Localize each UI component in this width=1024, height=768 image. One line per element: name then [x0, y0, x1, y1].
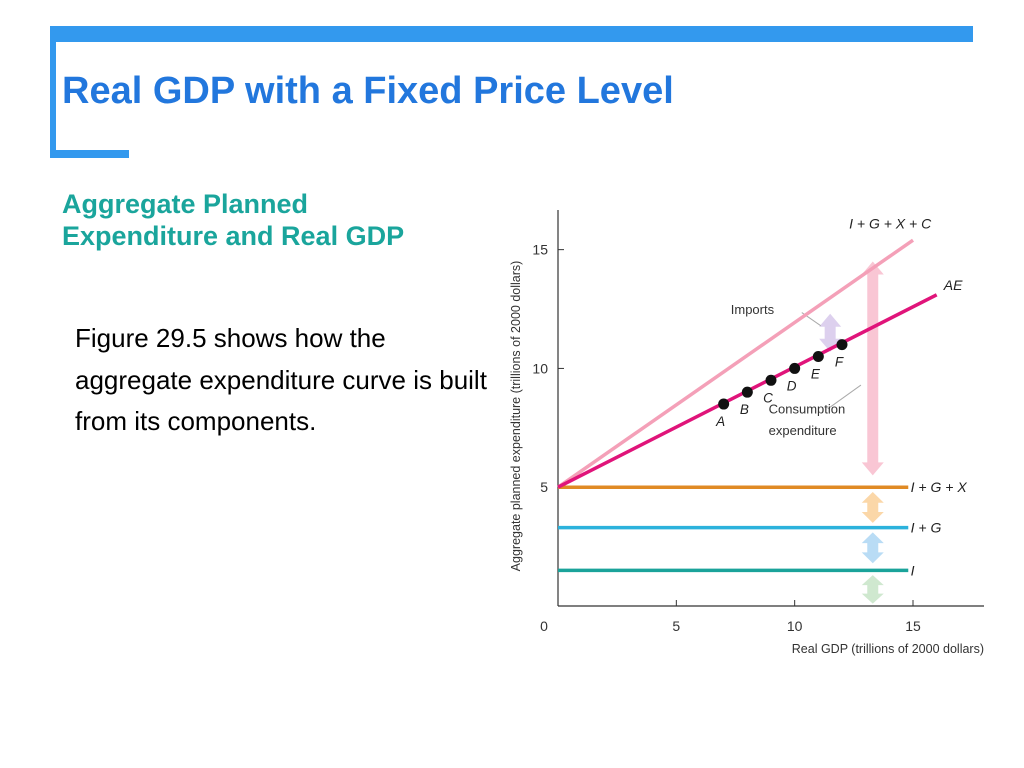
arrow-imports: [819, 313, 842, 352]
x-axis-label: Real GDP (trillions of 2000 dollars): [792, 642, 984, 656]
consumption-leader-line: [827, 384, 862, 410]
data-point-label-b: B: [740, 402, 749, 417]
slide-title: Real GDP with a Fixed Price Level: [62, 70, 674, 112]
y-tick-label: 15: [532, 242, 548, 258]
arrow-government: [861, 532, 884, 564]
slide-body-text: Figure 29.5 shows how the aggregate expe…: [75, 323, 487, 437]
data-point-label-f: F: [835, 355, 844, 370]
data-point-a: [718, 398, 730, 410]
y-tick-label: 10: [532, 360, 548, 376]
slide-subheading: Aggregate Planned Expenditure and Real G…: [62, 189, 405, 252]
x-tick-label: 10: [787, 618, 803, 634]
series-label-i: I: [911, 562, 915, 578]
y-axis-label: Aggregate planned expenditure (trillions…: [509, 261, 523, 572]
arrow-exports: [861, 491, 884, 523]
data-point-label-e: E: [811, 367, 821, 382]
y-tick-label: 5: [540, 479, 548, 495]
arrow-investment: [861, 575, 884, 604]
accent-bar-left: [50, 26, 56, 158]
annotation-text-0: Imports: [731, 302, 775, 317]
accent-bar-stub: [50, 150, 129, 158]
data-point-d: [789, 362, 801, 374]
series-label-i-g: I + G: [911, 520, 942, 536]
series-label-i-g-x: I + G + X: [911, 479, 968, 495]
data-point-f: [836, 339, 848, 351]
arrow-consumption: [861, 261, 884, 476]
data-point-e: [812, 351, 824, 363]
x-tick-label: 0: [540, 618, 548, 634]
data-point-label-c: C: [763, 390, 773, 405]
data-point-b: [741, 386, 753, 398]
data-point-c: [765, 374, 777, 386]
series-label-ae: AE: [943, 277, 963, 293]
accent-bar-top: [50, 26, 973, 42]
ae-chart: 0 5 10 15 5 10 15 Real GDP (trillions of 2000 d…: [509, 210, 984, 656]
data-point-label-a: A: [715, 414, 725, 429]
x-tick-label: 5: [672, 618, 680, 634]
data-point-label-d: D: [787, 378, 797, 393]
series-label-i-g-x-c: I + G + X + C: [849, 215, 932, 231]
annotation-text-1: Consumption: [769, 402, 846, 417]
annotation-text-2: expenditure: [769, 423, 837, 438]
x-tick-label: 15: [905, 618, 921, 634]
series-line-i-g-x-c: [557, 238, 914, 489]
